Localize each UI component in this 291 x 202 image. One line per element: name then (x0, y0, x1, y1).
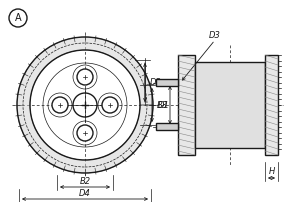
Bar (265, 55, 278, 155)
Text: H: H (268, 167, 275, 177)
Circle shape (102, 97, 118, 113)
Text: A: A (15, 13, 21, 23)
Text: D3: D3 (209, 31, 221, 40)
Polygon shape (17, 37, 153, 173)
Text: D2: D2 (150, 78, 162, 87)
Bar (156, 123, 178, 130)
Bar (156, 79, 178, 86)
Circle shape (77, 125, 93, 141)
Text: D4: D4 (79, 188, 91, 198)
Text: B3: B3 (157, 101, 168, 109)
Circle shape (52, 97, 68, 113)
Text: B2: B2 (79, 177, 91, 185)
Text: D1: D1 (158, 101, 170, 109)
Bar (178, 55, 195, 155)
Bar (195, 62, 265, 148)
Circle shape (77, 69, 93, 85)
